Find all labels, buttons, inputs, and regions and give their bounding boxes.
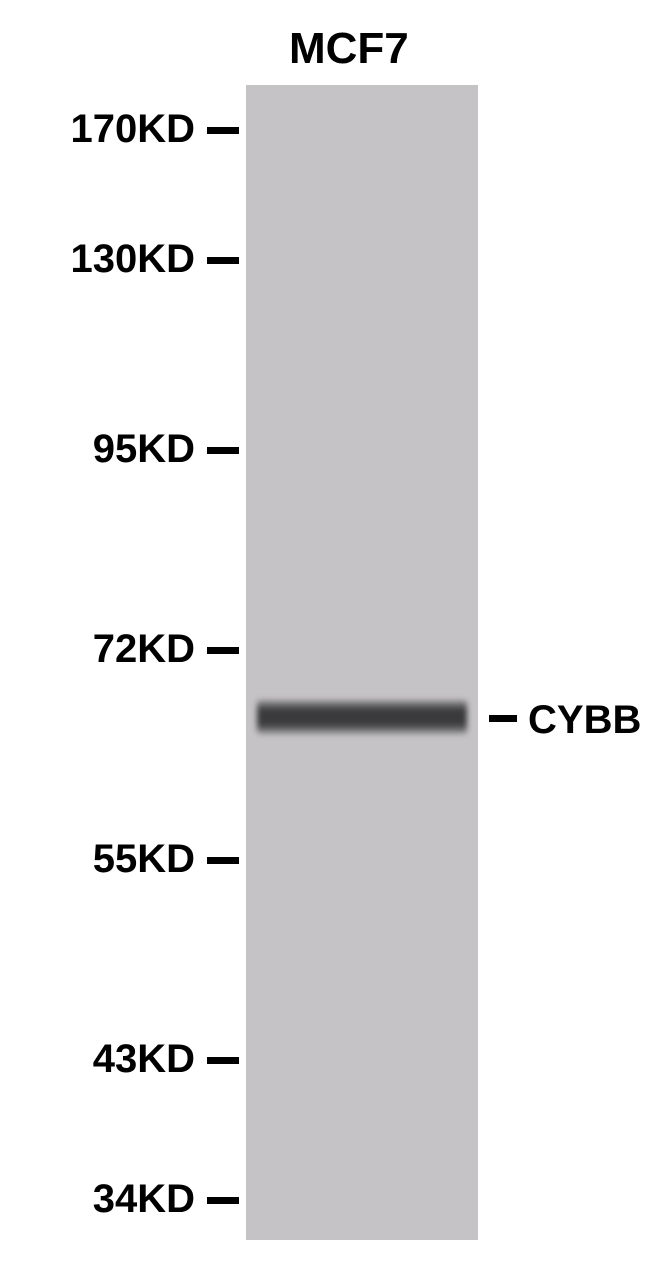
ladder-label-2: 95KD (93, 427, 195, 472)
ladder-label-4: 55KD (93, 837, 195, 882)
ladder-tick-4 (207, 857, 239, 864)
lane-strip (246, 85, 478, 1240)
protein-band (257, 700, 467, 734)
ladder-tick-6 (207, 1197, 239, 1204)
ladder-tick-5 (207, 1057, 239, 1064)
ladder-tick-0 (207, 127, 239, 134)
target-protein-label: CYBB (528, 698, 641, 743)
ladder-tick-1 (207, 257, 239, 264)
ladder-label-1: 130KD (70, 237, 195, 282)
ladder-label-6: 34KD (93, 1177, 195, 1222)
lane-header-label: MCF7 (289, 24, 409, 74)
western-blot-figure: MCF7 170KD 130KD 95KD 72KD 55KD 43KD 34KD CYBB (0, 0, 650, 1275)
ladder-label-5: 43KD (93, 1037, 195, 1082)
ladder-label-0: 170KD (70, 107, 195, 152)
ladder-label-3: 72KD (93, 627, 195, 672)
target-tick (489, 715, 517, 722)
ladder-tick-3 (207, 647, 239, 654)
ladder-tick-2 (207, 447, 239, 454)
